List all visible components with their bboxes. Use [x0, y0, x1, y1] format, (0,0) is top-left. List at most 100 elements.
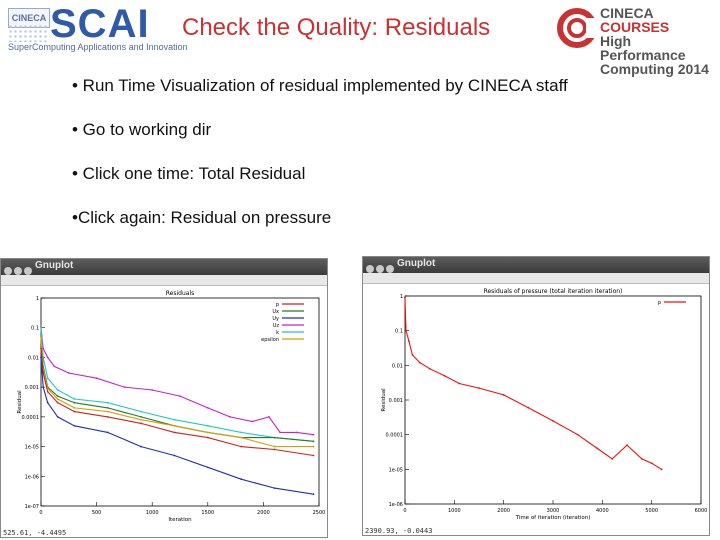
data-point-epsilon	[56, 415, 59, 418]
data-point-k	[173, 431, 176, 434]
data-point-p	[478, 387, 480, 390]
plot-area	[404, 295, 702, 505]
window-controls	[4, 262, 34, 275]
close-icon[interactable]	[4, 267, 12, 275]
data-point-Uz	[206, 431, 209, 434]
data-point-Ux	[73, 398, 76, 400]
window-title: Gnuplot	[35, 260, 74, 271]
window-toolbar	[1, 275, 327, 286]
data-point-p	[53, 365, 56, 368]
legend-label: epsilon	[261, 337, 279, 343]
gnuplot-window-left[interactable]: Gnuplot Residuals 1 0.1 0.01 0.001 0.0001 1e-0…	[0, 258, 328, 538]
data-point-epsilon	[206, 466, 209, 469]
residuals-chart: Residuals 1 0.1 0.01 0.001 0.0001 1e-05 1e-06 1e…	[17, 290, 325, 523]
courses-logo-line: CINECA	[600, 5, 654, 21]
legend-label: k	[276, 330, 279, 336]
x-axis-label: Time of iteration (iteration)	[515, 515, 591, 521]
y-tick-label: 0.0001	[386, 433, 404, 439]
x-tick-label: 2500	[313, 510, 325, 516]
data-point-p	[408, 340, 410, 343]
series-line-p	[40, 327, 314, 436]
y-tick-label: 1e-07	[25, 504, 39, 510]
data-point-p	[611, 457, 614, 460]
courses-logo-line: High Performance	[600, 33, 686, 63]
legend-label: Uz	[273, 323, 280, 329]
x-tick-label: 3000	[547, 508, 560, 514]
bullet-item: •Click again: Residual on pressure	[72, 208, 332, 227]
data-point-p	[552, 419, 554, 422]
data-point-p	[251, 420, 254, 423]
data-point-k	[73, 410, 76, 413]
data-point-Uy	[312, 440, 315, 443]
slide-title: Check the Quality: Residuals	[182, 14, 491, 41]
data-point-k	[56, 401, 59, 404]
minimize-icon[interactable]	[14, 267, 22, 275]
window-titlebar[interactable]: Gnuplot	[1, 259, 327, 275]
bullet-item: • Run Time Visualization of residual imp…	[72, 76, 568, 95]
y-tick-label: 1e-06	[389, 502, 403, 508]
legend-label: p	[658, 300, 661, 306]
data-point-k	[42, 372, 45, 374]
scai-subtitle: SuperComputing Applications and Innovati…	[8, 42, 188, 52]
y-tick-label: 1	[400, 294, 403, 300]
data-point-p	[443, 374, 446, 377]
y-tick-label: 0.01	[392, 363, 403, 369]
data-point-epsilon	[140, 445, 142, 448]
data-point-p	[151, 389, 154, 391]
pressure-residual-chart: Residuals of pressure (total iteration i…	[381, 288, 707, 521]
data-point-Ux	[40, 326, 42, 329]
data-point-p	[206, 407, 209, 409]
window-titlebar[interactable]: Gnuplot	[363, 257, 709, 273]
data-point-p	[95, 377, 98, 380]
window-toolbar	[363, 273, 709, 284]
y-tick-label: 0.0001	[22, 415, 40, 421]
minimize-icon[interactable]	[376, 265, 384, 273]
series-line-epsilon	[40, 357, 314, 495]
data-point-p	[418, 361, 421, 364]
maximize-icon[interactable]	[24, 267, 32, 275]
y-axis-label: Residual	[381, 388, 387, 412]
data-point-p	[268, 415, 270, 418]
data-point-epsilon	[42, 386, 45, 389]
data-point-p	[279, 431, 281, 434]
data-point-p	[46, 356, 49, 359]
data-point-epsilon	[40, 356, 42, 359]
gnuplot-window-right[interactable]: Gnuplot Residuals of pressure (total ite…	[362, 256, 710, 536]
y-tick-label: 0.1	[395, 329, 403, 335]
bullet-item: • Click one time: Total Residual	[72, 164, 306, 183]
x-tick-label: 0	[403, 508, 406, 514]
logo-dot-pattern	[8, 24, 48, 42]
data-point-p	[576, 433, 579, 436]
close-icon[interactable]	[366, 265, 374, 273]
series-line-k	[40, 348, 314, 457]
data-point-p	[295, 431, 298, 434]
y-axis-label: Residual	[17, 390, 23, 414]
data-point-k	[46, 390, 49, 393]
data-point-Uz	[140, 418, 142, 421]
data-point-k	[312, 454, 315, 457]
status-coordinates: 525.61, -4.4495	[3, 529, 67, 537]
data-point-p	[527, 406, 530, 409]
data-point-epsilon	[73, 424, 76, 427]
data-point-p	[596, 447, 599, 450]
courses-logo: CINECA COURSES High Performance Computin…	[600, 6, 720, 76]
data-point-p	[650, 462, 653, 465]
maximize-icon[interactable]	[386, 265, 394, 273]
x-tick-label: 500	[92, 510, 102, 516]
y-tick-label: 0.001	[389, 398, 403, 404]
data-point-p	[67, 372, 70, 374]
x-tick-label: 0	[39, 510, 42, 516]
window-title: Gnuplot	[397, 258, 436, 269]
data-point-k	[206, 436, 209, 439]
courses-logo-line: COURSES	[600, 19, 670, 35]
data-point-Uz	[273, 445, 276, 448]
legend-label: Ux	[272, 309, 279, 315]
data-point-p	[626, 444, 628, 447]
plot-area	[40, 297, 320, 507]
data-point-p	[640, 457, 643, 460]
y-tick-label: 0.001	[25, 385, 39, 391]
data-point-Ux	[240, 431, 243, 434]
chart-title: Residuals of pressure (total iteration i…	[484, 288, 623, 295]
data-point-p	[411, 353, 414, 356]
data-point-epsilon	[273, 487, 276, 490]
